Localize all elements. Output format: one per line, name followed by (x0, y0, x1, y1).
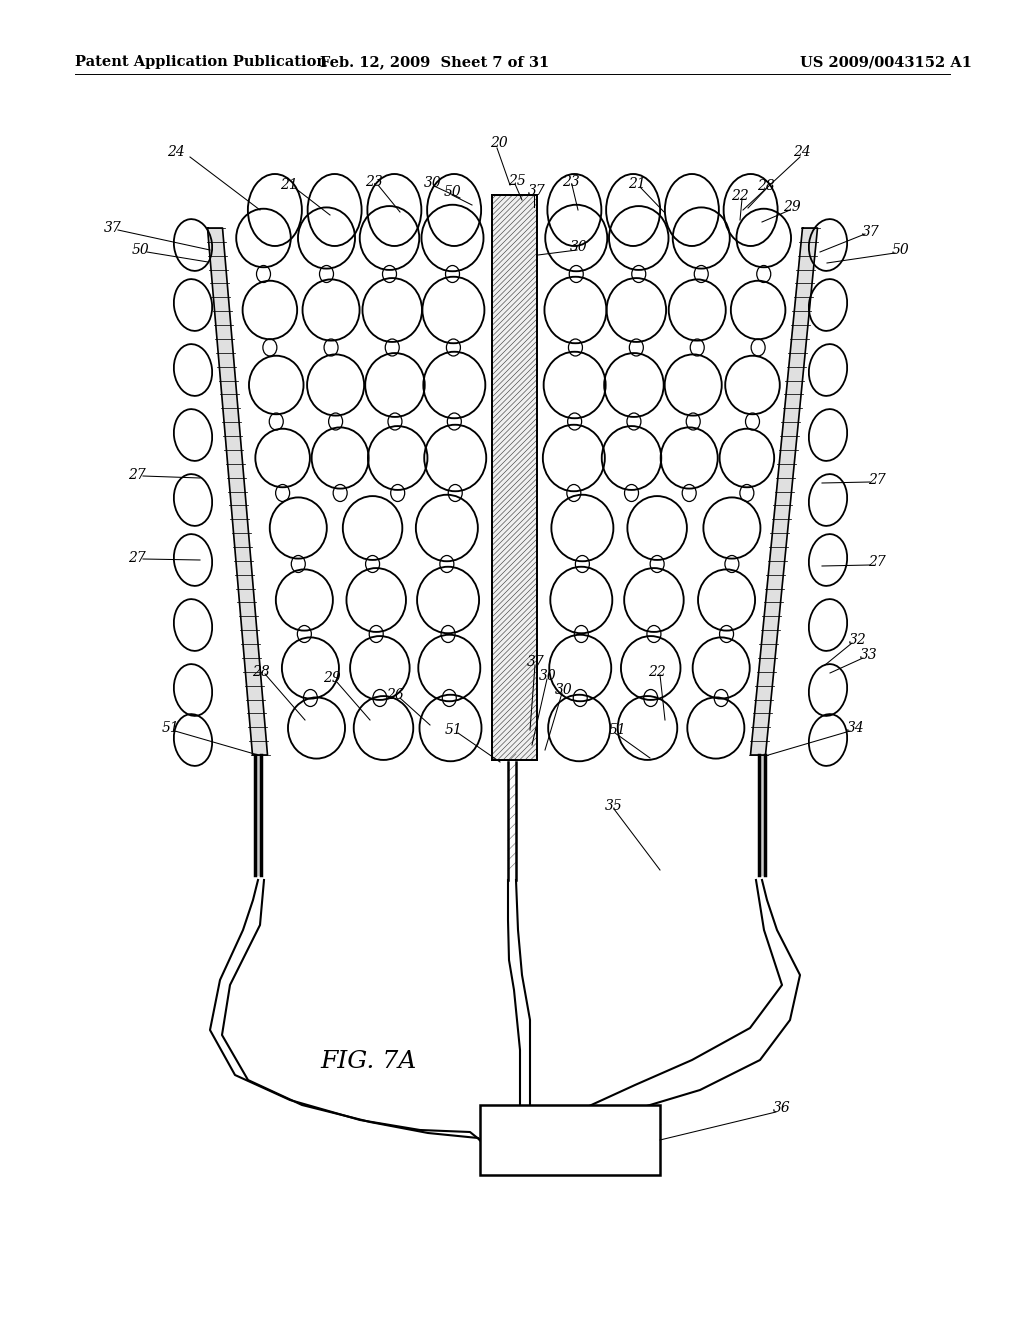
Text: US 2009/0043152 A1: US 2009/0043152 A1 (800, 55, 972, 69)
Text: 28: 28 (252, 665, 269, 678)
Bar (492, 195, 537, 760)
Text: 37: 37 (528, 183, 546, 198)
Text: 30: 30 (539, 669, 557, 682)
Text: Patent Application Publication: Patent Application Publication (75, 55, 327, 69)
Text: 33: 33 (860, 648, 878, 663)
Text: 37: 37 (527, 655, 545, 669)
Polygon shape (208, 228, 267, 755)
Text: 28: 28 (757, 180, 775, 193)
Text: 50: 50 (132, 243, 150, 257)
Text: 51: 51 (162, 721, 180, 735)
Polygon shape (751, 228, 817, 755)
Text: 23: 23 (365, 176, 383, 189)
Text: 30: 30 (570, 240, 588, 253)
Text: 22: 22 (731, 189, 749, 203)
Text: 37: 37 (862, 224, 880, 239)
Text: 29: 29 (783, 201, 801, 214)
Text: 51: 51 (445, 723, 463, 737)
Text: 21: 21 (628, 177, 646, 191)
Text: 27: 27 (868, 554, 886, 569)
Text: 32: 32 (849, 634, 866, 647)
Text: 51: 51 (609, 723, 627, 737)
Text: 50: 50 (444, 185, 462, 199)
Text: 36: 36 (773, 1101, 791, 1115)
Text: 22: 22 (648, 665, 666, 678)
Text: 27: 27 (128, 469, 145, 482)
Text: 27: 27 (868, 473, 886, 487)
Text: 35: 35 (605, 799, 623, 813)
Bar (480, 1105, 660, 1175)
Bar (492, 195, 537, 760)
Text: 29: 29 (323, 671, 341, 685)
Text: 20: 20 (490, 136, 508, 150)
Text: 21: 21 (280, 178, 298, 191)
Text: FIG. 7A: FIG. 7A (319, 1051, 416, 1073)
Text: 27: 27 (128, 550, 145, 565)
Text: 37: 37 (104, 220, 122, 235)
Text: Feb. 12, 2009  Sheet 7 of 31: Feb. 12, 2009 Sheet 7 of 31 (321, 55, 550, 69)
Text: 26: 26 (386, 688, 403, 702)
Text: 50: 50 (892, 243, 909, 257)
Text: 23: 23 (562, 176, 580, 189)
Text: 30: 30 (555, 682, 572, 697)
Text: 24: 24 (793, 145, 811, 158)
Text: 24: 24 (167, 145, 184, 158)
Text: 30: 30 (424, 176, 441, 190)
Text: 34: 34 (847, 721, 864, 735)
Text: 25: 25 (508, 174, 525, 187)
